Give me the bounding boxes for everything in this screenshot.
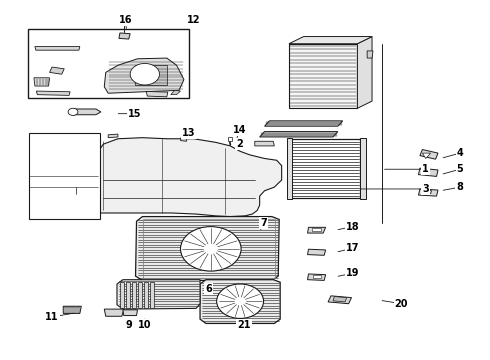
Bar bbox=[121, 282, 124, 308]
Circle shape bbox=[68, 108, 78, 116]
Bar bbox=[29, 134, 100, 220]
Polygon shape bbox=[418, 189, 438, 196]
Text: 10: 10 bbox=[138, 320, 151, 330]
Bar bbox=[144, 282, 148, 308]
Polygon shape bbox=[265, 121, 343, 126]
Text: 6: 6 bbox=[205, 284, 212, 294]
Text: 17: 17 bbox=[346, 243, 359, 253]
Polygon shape bbox=[52, 198, 60, 202]
Polygon shape bbox=[79, 138, 282, 217]
Text: 15: 15 bbox=[128, 109, 142, 119]
Polygon shape bbox=[418, 168, 438, 176]
Text: 18: 18 bbox=[345, 222, 359, 231]
Polygon shape bbox=[313, 228, 321, 231]
Polygon shape bbox=[136, 217, 279, 280]
Text: 21: 21 bbox=[237, 320, 251, 330]
Polygon shape bbox=[73, 109, 101, 115]
Polygon shape bbox=[228, 137, 232, 140]
Polygon shape bbox=[180, 136, 187, 141]
Polygon shape bbox=[308, 227, 326, 233]
Text: 8: 8 bbox=[457, 182, 464, 192]
Text: 13: 13 bbox=[182, 129, 196, 138]
Polygon shape bbox=[104, 309, 124, 316]
Polygon shape bbox=[308, 274, 326, 280]
Text: 4: 4 bbox=[457, 148, 464, 158]
Bar bbox=[289, 44, 357, 108]
Text: 14: 14 bbox=[233, 125, 247, 135]
Text: 12: 12 bbox=[187, 15, 200, 26]
Polygon shape bbox=[63, 306, 81, 314]
Text: 5: 5 bbox=[457, 164, 464, 174]
Bar bbox=[27, 30, 189, 98]
Bar bbox=[144, 220, 275, 278]
Polygon shape bbox=[289, 37, 372, 44]
Polygon shape bbox=[328, 296, 351, 304]
Text: 1: 1 bbox=[422, 164, 429, 174]
Bar bbox=[360, 138, 366, 199]
Text: 3: 3 bbox=[422, 184, 429, 194]
Polygon shape bbox=[104, 58, 184, 93]
Polygon shape bbox=[426, 190, 432, 194]
Polygon shape bbox=[367, 51, 373, 58]
Circle shape bbox=[217, 284, 264, 319]
Text: 9: 9 bbox=[125, 320, 132, 330]
Polygon shape bbox=[147, 91, 168, 97]
Polygon shape bbox=[123, 310, 138, 316]
Bar bbox=[138, 282, 142, 308]
Bar bbox=[289, 139, 360, 198]
Text: 2: 2 bbox=[236, 139, 243, 149]
Circle shape bbox=[130, 63, 159, 85]
Polygon shape bbox=[171, 90, 180, 95]
Polygon shape bbox=[422, 153, 431, 158]
Polygon shape bbox=[357, 37, 372, 108]
Text: 11: 11 bbox=[45, 312, 59, 322]
Text: 19: 19 bbox=[346, 268, 359, 278]
Bar bbox=[126, 282, 130, 308]
Polygon shape bbox=[36, 91, 70, 95]
Circle shape bbox=[180, 226, 241, 271]
Polygon shape bbox=[420, 149, 438, 159]
Text: 20: 20 bbox=[394, 299, 408, 309]
Polygon shape bbox=[49, 67, 64, 74]
Polygon shape bbox=[34, 78, 49, 86]
Bar bbox=[150, 282, 154, 308]
Polygon shape bbox=[200, 280, 280, 323]
Polygon shape bbox=[255, 141, 274, 146]
Polygon shape bbox=[333, 297, 346, 302]
Polygon shape bbox=[35, 46, 80, 50]
Circle shape bbox=[51, 205, 56, 209]
Circle shape bbox=[48, 203, 59, 211]
Polygon shape bbox=[78, 189, 81, 196]
Polygon shape bbox=[119, 33, 130, 39]
Polygon shape bbox=[49, 194, 57, 196]
Polygon shape bbox=[135, 65, 167, 85]
Bar bbox=[132, 282, 136, 308]
Bar bbox=[41, 174, 71, 191]
Text: 7: 7 bbox=[260, 218, 267, 228]
Polygon shape bbox=[308, 249, 326, 255]
Polygon shape bbox=[314, 275, 321, 278]
Bar bbox=[287, 138, 293, 199]
Polygon shape bbox=[117, 280, 200, 309]
Text: 16: 16 bbox=[119, 15, 132, 26]
Polygon shape bbox=[108, 134, 118, 138]
Polygon shape bbox=[260, 132, 338, 137]
